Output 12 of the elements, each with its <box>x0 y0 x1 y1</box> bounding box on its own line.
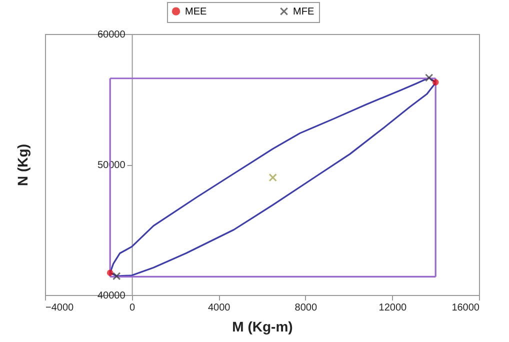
x-tick-label: 4000 <box>208 302 231 314</box>
legend-label: MEE <box>185 6 207 18</box>
x-tick-label: 0 <box>130 302 136 314</box>
legend-label: MFE <box>293 6 314 18</box>
y-tick-label: 60000 <box>97 30 126 40</box>
x-tick-label: 12000 <box>378 302 408 314</box>
x-tick-label: −4000 <box>46 302 74 314</box>
x-axis-title: M (Kg-m) <box>232 318 293 334</box>
x-tick-label: 8000 <box>294 302 318 314</box>
y-axis-title: N (Kg) <box>14 144 30 186</box>
x-tick-label: 16000 <box>452 302 480 314</box>
y-tick-label: 40000 <box>97 290 126 302</box>
